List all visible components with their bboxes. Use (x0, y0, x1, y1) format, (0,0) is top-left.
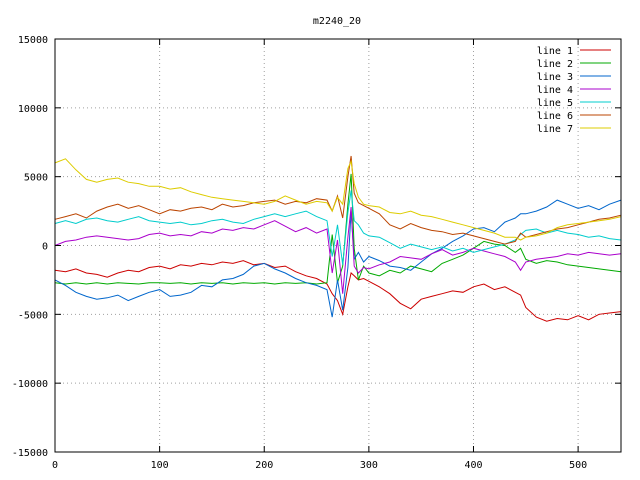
y-tick-label: 10000 (18, 104, 48, 115)
legend-label: line 7 (537, 124, 573, 135)
x-tick-label: 500 (569, 460, 587, 471)
legend-label: line 2 (537, 59, 573, 70)
legend-label: line 3 (537, 72, 573, 83)
y-tick-label: -5000 (18, 310, 48, 321)
series-line-2 (54, 173, 622, 285)
legend-label: line 6 (537, 111, 573, 122)
grid (55, 39, 621, 452)
ticks: 0 100 200 300 400 500 -15000 -10000 -5000 0 5000 10… (12, 35, 621, 471)
series-line-3 (54, 199, 622, 318)
series-line-6 (54, 155, 622, 245)
y-tick-label: 5000 (24, 173, 48, 184)
y-tick-label: -10000 (12, 379, 48, 390)
x-tick-label: 400 (464, 460, 482, 471)
series-layer (54, 155, 622, 322)
series-line-1 (54, 260, 622, 322)
legend-label: line 5 (537, 98, 573, 109)
y-tick-label: 0 (42, 242, 48, 253)
legend-label: line 4 (537, 85, 573, 96)
x-tick-label: 0 (52, 460, 58, 471)
y-tick-label: 15000 (18, 35, 48, 46)
x-tick-label: 300 (360, 460, 378, 471)
x-tick-label: 200 (255, 460, 273, 471)
series-line-7 (54, 158, 622, 241)
series-line-5 (54, 190, 622, 265)
y-tick-label: -15000 (12, 448, 48, 459)
x-tick-label: 100 (151, 460, 169, 471)
chart-title: m2240_20 (313, 16, 361, 27)
legend-label: line 1 (537, 46, 573, 57)
legend: line 1 line 2 line 3 line 4 line 5 line 6 line… (537, 46, 611, 135)
series-line-4 (54, 206, 622, 294)
